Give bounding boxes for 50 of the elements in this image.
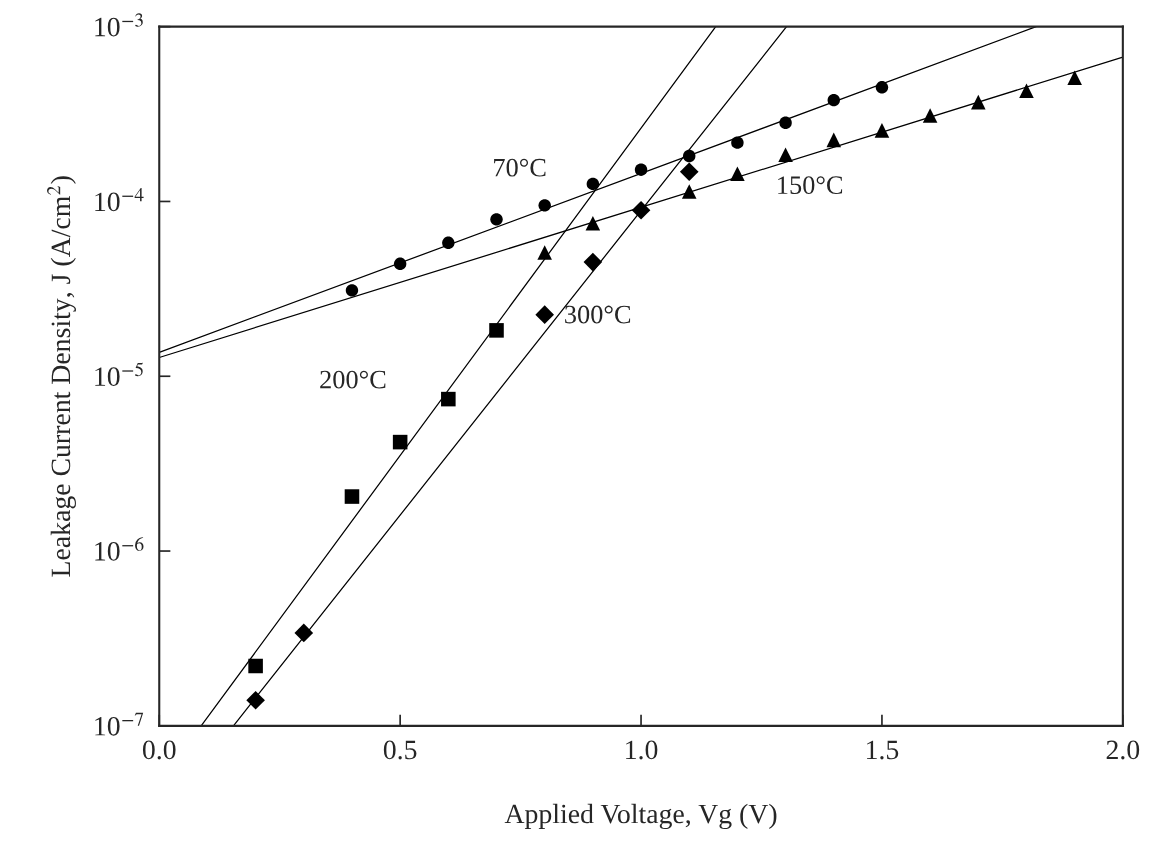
point — [441, 391, 456, 407]
annotation: 70°C — [494, 158, 546, 177]
y-tick-label: 10$^{−6}$ — [95, 537, 144, 561]
point — [922, 108, 938, 123]
point — [535, 305, 554, 325]
point — [971, 94, 986, 110]
point — [875, 81, 889, 94]
annotation: 150°C — [778, 176, 843, 195]
point — [442, 236, 455, 250]
point — [778, 147, 793, 163]
point — [585, 216, 601, 231]
point — [392, 434, 408, 450]
point — [489, 323, 504, 338]
point — [294, 623, 314, 643]
point — [681, 184, 697, 199]
x-tick-label: 1.5 — [867, 740, 899, 760]
point — [586, 177, 600, 191]
point — [537, 245, 552, 260]
point — [634, 163, 648, 176]
point — [679, 162, 699, 182]
x-axis-title: Applied Voltage, Vg (V) — [504, 803, 777, 830]
x-tick-label: 1.0 — [626, 740, 658, 760]
x-tick-label: 0.0 — [142, 740, 176, 760]
y-tick-label: 10$^{−4}$ — [95, 188, 144, 212]
y-tick-label: 10$^{−3}$ — [95, 13, 143, 37]
annotation: 200°C — [320, 370, 386, 389]
point — [490, 213, 503, 226]
point — [731, 136, 744, 149]
point — [1067, 70, 1082, 86]
point — [583, 252, 603, 272]
point — [538, 199, 551, 212]
point — [826, 132, 842, 148]
annotation: 300°C — [565, 305, 631, 324]
x-tick-label: 2.0 — [1106, 740, 1140, 760]
point — [874, 123, 890, 138]
point — [827, 93, 840, 107]
point — [1019, 83, 1034, 99]
point — [779, 116, 792, 129]
point — [345, 284, 359, 297]
point — [631, 200, 651, 220]
point — [730, 166, 745, 182]
point — [683, 149, 696, 163]
point — [393, 257, 407, 270]
point — [248, 658, 263, 674]
y-tick-label: 10$^{−5}$ — [95, 362, 143, 386]
y-axis-title: Leakage Current Density, J (A/cm$^{2}$) — [47, 176, 76, 577]
x-tick-label: 0.5 — [383, 740, 417, 760]
point — [246, 690, 265, 710]
point — [344, 489, 360, 504]
y-tick-label: 10$^{−7}$ — [95, 712, 144, 736]
